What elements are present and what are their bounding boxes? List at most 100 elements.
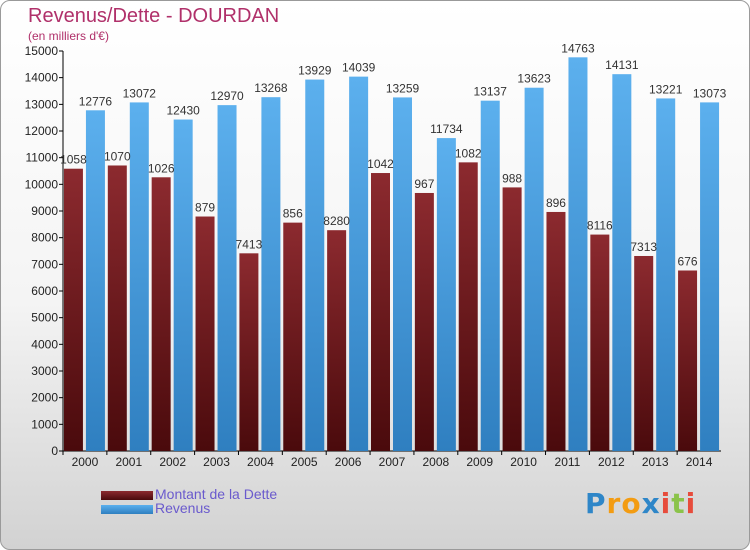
bar-revenus — [349, 76, 369, 452]
bar-debt — [195, 216, 215, 451]
legend-swatch-debt — [101, 491, 153, 500]
data-label: 988 — [502, 171, 522, 185]
bar-debt — [63, 168, 83, 451]
data-label: 676 — [678, 254, 698, 268]
logo-letter: o — [621, 487, 642, 520]
bar-revenus — [612, 74, 632, 451]
x-tick-label: 2011 — [555, 455, 581, 469]
y-tick-label: 10000 — [25, 177, 59, 191]
bar-revenus — [700, 102, 720, 452]
data-label: 13929 — [298, 64, 332, 78]
data-label: 13623 — [517, 72, 551, 86]
legend-label-debt: Montant de la Dette — [155, 486, 278, 502]
data-label: 856 — [283, 207, 303, 221]
bar-revenus — [436, 138, 456, 452]
data-label: 7313 — [630, 240, 657, 254]
bar-debt — [371, 173, 390, 451]
bar-debt — [327, 230, 347, 451]
bar-revenus — [173, 119, 193, 452]
y-tick-label: 2000 — [31, 391, 58, 405]
logo-letter: i — [660, 487, 672, 520]
bar-revenus — [524, 87, 544, 451]
data-label: 967 — [414, 177, 434, 191]
data-label: 7413 — [236, 237, 263, 251]
y-tick-label: 9000 — [31, 204, 58, 218]
y-tick-label: 3000 — [31, 364, 58, 378]
bar-revenus — [656, 98, 676, 451]
chart-subtitle: (en milliers d'€) — [28, 29, 109, 43]
y-tick-label: 6000 — [31, 284, 58, 298]
x-tick-label: 2010 — [510, 455, 537, 469]
data-label: 12970 — [210, 89, 244, 103]
data-label: 13221 — [649, 82, 683, 96]
x-tick-label: 2013 — [642, 455, 669, 469]
y-tick-label: 5000 — [31, 311, 58, 325]
data-label: 1082 — [455, 146, 482, 160]
data-label: 13073 — [693, 86, 727, 100]
data-label: 13137 — [474, 85, 508, 99]
chart-title: Revenus/Dette - DOURDAN — [28, 5, 280, 27]
bar-debt — [151, 177, 171, 451]
x-tick-label: 2006 — [335, 455, 362, 469]
y-tick-label: 7000 — [31, 257, 58, 271]
x-tick-label: 2001 — [115, 455, 142, 469]
x-tick-label: 2002 — [159, 455, 186, 469]
bar-debt — [634, 255, 654, 451]
y-tick-label: 1000 — [31, 417, 58, 431]
logo-letter: x — [641, 487, 661, 520]
x-tick-label: 2004 — [247, 455, 274, 469]
bar-revenus — [261, 97, 281, 451]
bar-debt — [239, 253, 259, 451]
y-tick-label: 4000 — [31, 337, 58, 351]
bar-debt — [546, 211, 566, 451]
bar-revenus — [85, 110, 105, 451]
y-tick-label: 0 — [51, 444, 58, 458]
bar-revenus — [393, 97, 412, 451]
data-label: 14039 — [342, 61, 376, 75]
data-label: 14131 — [605, 58, 639, 72]
axes: 0 1000 2000 3000 4000 5000 6000 7000 8000 9000 100… — [25, 44, 721, 469]
bar-debt — [283, 222, 303, 451]
x-tick-label: 2003 — [203, 455, 230, 469]
bar-revenus — [305, 79, 325, 451]
data-label: 11734 — [430, 122, 463, 136]
bars — [63, 57, 720, 452]
bar-debt — [678, 270, 698, 451]
data-labels: 1058 1070 1026 879 7413 856 8280 1042 967 1082 988… — [60, 41, 726, 268]
bar-revenus — [568, 57, 588, 451]
data-label: 8280 — [323, 214, 350, 228]
x-tick-label: 2009 — [466, 455, 493, 469]
data-label: 896 — [546, 196, 566, 210]
bar-debt — [414, 192, 434, 451]
data-label: 13259 — [386, 81, 420, 95]
data-label: 879 — [195, 201, 215, 215]
bar-debt — [458, 162, 478, 452]
logo-letter: i — [685, 487, 697, 520]
x-tick-label: 2014 — [686, 455, 713, 469]
data-label: 12776 — [79, 94, 113, 108]
y-tick-label: 12000 — [25, 124, 59, 138]
legend-swatch-revenus — [101, 505, 153, 514]
y-tick-label: 15000 — [25, 44, 59, 58]
data-label: 12430 — [166, 104, 200, 118]
bar-debt — [502, 187, 522, 451]
y-tick-label: 14000 — [25, 71, 59, 85]
data-label: 13072 — [123, 86, 157, 100]
logo-letter: P — [585, 487, 607, 520]
data-label: 1026 — [148, 161, 175, 175]
bar-revenus — [129, 102, 149, 451]
y-tick-label: 13000 — [25, 97, 59, 111]
data-label: 1070 — [104, 149, 131, 163]
logo-letter: t — [671, 487, 686, 520]
bar-debt — [107, 165, 127, 452]
y-tick-label: 8000 — [31, 231, 58, 245]
bar-revenus — [217, 105, 237, 451]
x-tick-label: 2007 — [379, 455, 406, 469]
x-tick-label: 2000 — [72, 455, 99, 469]
bar-debt — [590, 234, 610, 451]
data-label: 13268 — [254, 81, 288, 95]
data-label: 8116 — [587, 219, 613, 233]
bar-revenus — [480, 100, 500, 452]
x-tick-label: 2008 — [423, 455, 450, 469]
